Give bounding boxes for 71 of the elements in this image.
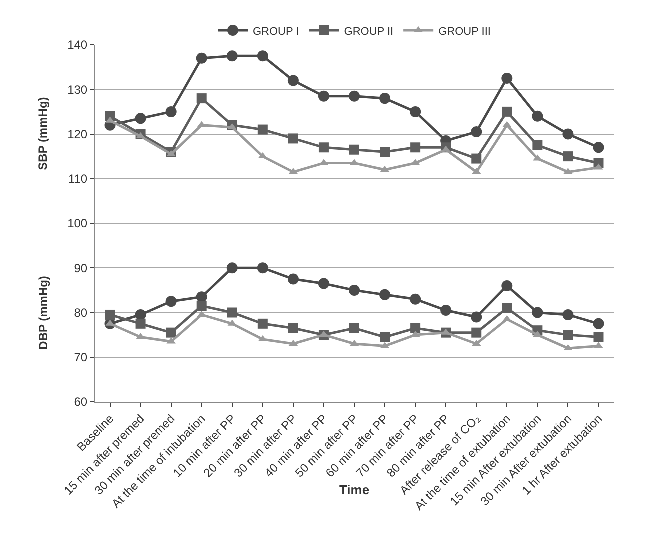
point xyxy=(166,106,177,118)
y-tick-label: 100 xyxy=(68,216,88,231)
point xyxy=(349,90,360,102)
x-axis-title: Time xyxy=(339,482,370,498)
y-tick-label: 140 xyxy=(68,38,88,52)
point xyxy=(563,330,574,340)
point xyxy=(257,262,268,274)
legend-label: GROUP III xyxy=(438,26,491,38)
point xyxy=(226,262,238,274)
point xyxy=(410,323,421,334)
point xyxy=(135,113,146,124)
legend-label: GROUP II xyxy=(344,26,394,38)
point xyxy=(472,154,482,164)
point xyxy=(472,328,482,338)
y-axis-title: SBP (mmHg) xyxy=(36,97,50,170)
point xyxy=(471,312,482,323)
point xyxy=(196,292,208,303)
point xyxy=(440,305,452,316)
point xyxy=(410,294,422,305)
point xyxy=(318,90,330,102)
point xyxy=(288,75,299,86)
y-tick-label: 110 xyxy=(68,172,88,186)
point xyxy=(502,303,512,314)
point xyxy=(226,50,238,62)
point xyxy=(380,289,391,300)
point xyxy=(166,296,177,308)
point xyxy=(593,318,604,330)
point xyxy=(288,323,298,334)
point xyxy=(594,332,604,342)
point xyxy=(318,142,329,153)
point xyxy=(288,274,299,285)
point xyxy=(532,307,544,318)
y-tick-label: 90 xyxy=(74,261,88,276)
point xyxy=(562,128,574,140)
text: DBP (mmHg) xyxy=(36,276,50,350)
point xyxy=(380,332,390,342)
point xyxy=(135,309,146,320)
point xyxy=(471,126,482,138)
point xyxy=(410,142,421,153)
point xyxy=(196,94,207,104)
point xyxy=(166,328,176,338)
point xyxy=(196,301,207,312)
point xyxy=(410,106,422,118)
point xyxy=(105,310,116,320)
legend-label: GROUP I xyxy=(253,26,300,38)
point xyxy=(502,106,512,117)
point xyxy=(318,278,330,290)
y-tick-label: 130 xyxy=(68,82,88,97)
point xyxy=(350,144,360,155)
point xyxy=(593,142,604,154)
point xyxy=(227,308,238,318)
point xyxy=(380,93,391,104)
point xyxy=(532,140,543,150)
y-tick-label: 70 xyxy=(74,350,88,365)
point xyxy=(136,318,146,329)
point xyxy=(380,147,390,158)
point xyxy=(350,323,360,334)
point xyxy=(563,152,574,162)
point xyxy=(349,284,360,296)
point xyxy=(258,124,268,135)
point xyxy=(502,72,513,84)
point xyxy=(562,309,574,320)
point xyxy=(532,110,544,122)
point xyxy=(257,50,268,62)
point xyxy=(502,280,513,292)
point xyxy=(258,318,268,329)
y-tick-label: 60 xyxy=(74,395,88,410)
point xyxy=(196,52,208,64)
y-tick-label: 120 xyxy=(68,127,88,142)
y-tick-label: 80 xyxy=(74,306,88,320)
point xyxy=(288,134,298,144)
